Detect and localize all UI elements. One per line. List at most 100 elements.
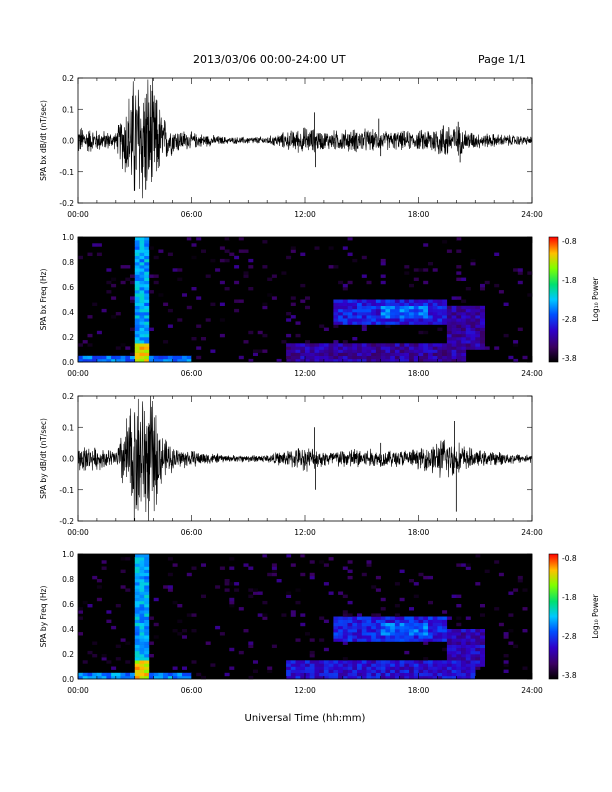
heatmap-cell	[380, 607, 386, 611]
heatmap-cell	[286, 594, 292, 598]
heatmap-cell	[442, 312, 448, 316]
heatmap-cell	[446, 346, 452, 350]
heatmap-cell	[144, 318, 150, 322]
heatmap-cell	[219, 302, 225, 306]
heatmap-cell	[371, 666, 377, 670]
heatmap-cell	[423, 657, 429, 661]
heatmap-cell	[380, 321, 386, 325]
colorbar-tick-label: -3.8	[562, 671, 577, 680]
heatmap-cell	[380, 346, 386, 350]
heatmap-cell	[451, 669, 457, 673]
heatmap-cell	[404, 358, 410, 363]
heatmap-cell	[465, 312, 471, 316]
heatmap-cell	[106, 672, 112, 677]
heatmap-cell	[290, 352, 296, 356]
heatmap-cell	[461, 333, 467, 338]
heatmap-cell	[182, 358, 187, 363]
heatmap-cell	[314, 660, 320, 664]
heatmap-cell	[139, 585, 145, 589]
heatmap-cell	[182, 293, 187, 297]
heatmap-cell	[87, 672, 93, 677]
heatmap-cell	[380, 274, 386, 278]
heatmap-cell	[144, 330, 150, 335]
heatmap-cell	[437, 343, 443, 347]
heatmap-cell	[338, 280, 344, 285]
heatmap-cell	[428, 349, 433, 353]
heatmap-cell	[418, 638, 424, 642]
heatmap-cell	[456, 265, 462, 269]
heatmap-cell	[480, 340, 485, 344]
heatmap-cell	[92, 675, 98, 680]
heatmap-cell	[96, 675, 102, 680]
heatmap-cell	[290, 666, 296, 670]
heatmap-cell	[357, 352, 362, 356]
heatmap-cell	[357, 666, 362, 670]
heatmap-cell	[134, 333, 140, 338]
heatmap-cell	[139, 625, 145, 630]
heatmap-cell	[357, 613, 362, 617]
heatmap-cell	[357, 625, 362, 630]
heatmap-cell	[167, 672, 173, 677]
heatmap-cell	[503, 663, 509, 667]
heatmap-cell	[413, 660, 419, 664]
heatmap-cell	[446, 666, 452, 670]
y-axis-label: SPA by dB/dt (nT/sec)	[39, 418, 48, 499]
heatmap-cell	[139, 650, 145, 655]
heatmap-cell	[375, 625, 381, 630]
heatmap-cell	[461, 355, 467, 360]
heatmap-cell	[111, 277, 117, 281]
heatmap-cell	[144, 625, 150, 630]
heatmap-cell	[404, 660, 410, 664]
heatmap-cell	[423, 346, 429, 350]
heatmap-cell	[224, 582, 230, 586]
heatmap-cell	[390, 675, 396, 680]
heatmap-cell	[352, 622, 358, 627]
heatmap-cell	[120, 585, 126, 589]
heatmap-cell	[475, 327, 481, 331]
heatmap-cell	[167, 585, 173, 589]
heatmap-cell	[432, 669, 438, 673]
heatmap-cell	[404, 619, 410, 623]
heatmap-cell	[461, 352, 467, 356]
heatmap-cell	[115, 358, 121, 363]
y-tick-label: 0.0	[62, 455, 74, 464]
heatmap-cell	[456, 635, 462, 639]
heatmap-cell	[442, 663, 448, 667]
heatmap-cell	[357, 632, 362, 636]
heatmap-cell	[101, 560, 107, 564]
heatmap-cell	[134, 258, 140, 263]
heatmap-cell	[82, 340, 88, 344]
heatmap-cell	[158, 675, 164, 680]
heatmap-cell	[319, 666, 325, 670]
heatmap-cell	[409, 632, 414, 636]
heatmap-cell	[300, 554, 306, 558]
heatmap-cell	[144, 265, 150, 269]
heatmap-cell	[342, 622, 348, 627]
heatmap-cell	[480, 604, 485, 608]
heatmap-cell	[347, 625, 353, 630]
heatmap-cell	[404, 629, 410, 633]
heatmap-cell	[342, 613, 348, 617]
heatmap-cell	[399, 629, 405, 633]
heatmap-cell	[295, 588, 301, 592]
heatmap-cell	[328, 663, 334, 667]
heatmap-cell	[527, 271, 533, 275]
heatmap-cell	[347, 632, 353, 636]
heatmap-cell	[319, 349, 325, 353]
heatmap-cell	[494, 346, 500, 350]
heatmap-cell	[399, 666, 405, 670]
heatmap-cell	[234, 265, 240, 269]
heatmap-cell	[338, 349, 344, 353]
heatmap-cell	[134, 594, 140, 598]
heatmap-cell	[475, 663, 481, 667]
heatmap-cell	[92, 358, 98, 363]
heatmap-cell	[92, 641, 98, 645]
heatmap-cell	[428, 672, 433, 677]
heatmap-cell	[305, 675, 310, 680]
heatmap-cell	[139, 293, 145, 297]
heatmap-cell	[446, 337, 452, 341]
heatmap-cell	[385, 352, 391, 356]
heatmap-cell	[347, 622, 353, 627]
heatmap-cell	[375, 318, 381, 322]
heatmap-cell	[451, 330, 457, 335]
